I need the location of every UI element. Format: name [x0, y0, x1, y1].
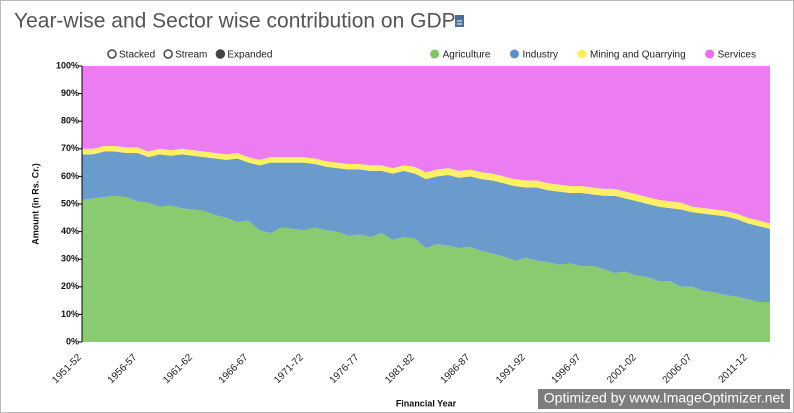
- legend-label[interactable]: Agriculture: [443, 50, 491, 61]
- y-tick-label: 30%: [61, 254, 79, 264]
- y-tick-label: 0%: [66, 336, 79, 346]
- control-radio[interactable]: [215, 49, 226, 59]
- y-tick-label: 100%: [56, 60, 79, 70]
- legend-swatch[interactable]: [430, 49, 440, 59]
- area: [82, 195, 770, 342]
- legend-swatch[interactable]: [577, 49, 587, 59]
- x-axis-label: Financial Year: [396, 398, 457, 408]
- y-tick-label: 80%: [61, 116, 79, 126]
- y-tick-label: 60%: [61, 171, 79, 181]
- control-radio[interactable]: [163, 49, 173, 59]
- y-tick-label: 90%: [61, 88, 79, 98]
- legend-label[interactable]: Mining and Quarrying: [590, 50, 686, 61]
- y-tick-label: 10%: [61, 309, 79, 319]
- legend-swatch[interactable]: [509, 49, 519, 59]
- watermark: Optimized by www.ImageOptimizer.net: [544, 390, 785, 406]
- area: [82, 151, 770, 302]
- y-axis-label: Amount (in Rs. Cr.): [30, 163, 40, 245]
- control-label[interactable]: Stream: [175, 50, 207, 61]
- watermark-bg: [538, 389, 790, 409]
- area: [82, 66, 770, 224]
- doc-icon: [455, 15, 464, 27]
- control-label[interactable]: Stacked: [119, 50, 155, 61]
- y-tick-label: 50%: [61, 198, 79, 208]
- legend-label[interactable]: Services: [718, 50, 756, 61]
- y-tick-label: 70%: [61, 143, 79, 153]
- y-tick-label: 40%: [61, 226, 79, 236]
- chart-title: Year-wise and Sector wise contribution o…: [14, 10, 456, 33]
- control-radio[interactable]: [107, 49, 117, 59]
- y-tick-label: 20%: [61, 281, 79, 291]
- legend-label[interactable]: Industry: [522, 50, 558, 61]
- control-label[interactable]: Expanded: [227, 50, 272, 61]
- area: [82, 146, 770, 229]
- legend-swatch[interactable]: [705, 49, 715, 59]
